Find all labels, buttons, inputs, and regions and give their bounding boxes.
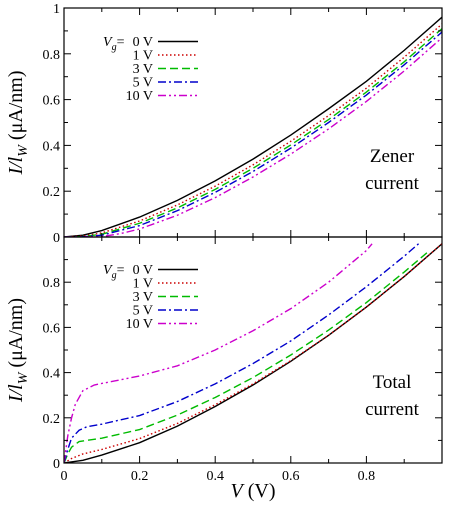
- legend-entry-label: 10 V: [126, 317, 153, 332]
- bottom-y-tick-label: 0.4: [43, 367, 61, 382]
- top-annotation-line: current: [365, 173, 420, 194]
- top-series-line-0: [64, 16, 442, 237]
- legend-title: Vg=: [103, 263, 125, 281]
- bottom-x-tick-label: 0.6: [282, 469, 300, 484]
- legend-entry-label: 3 V: [133, 62, 153, 77]
- bottom-series-line-0: [64, 243, 442, 463]
- bottom-x-tick-label: 0.4: [206, 469, 224, 484]
- bottom-series-line-3: [64, 243, 420, 463]
- top-y-tick-label: 0: [53, 231, 60, 246]
- bottom-x-tick-label: 0: [61, 469, 68, 484]
- top-legend: Vg= 0 V1 V3 V5 V10 V: [103, 35, 198, 104]
- top-y-tick-label: 0.6: [43, 94, 61, 109]
- top-y-axis-label: I/lW (μA/nm): [5, 70, 31, 175]
- bottom-series-line-1: [64, 243, 442, 463]
- top-y-tick-label: 1: [53, 2, 60, 17]
- top-series-line-1: [64, 23, 442, 237]
- top-series-line-4: [64, 37, 442, 237]
- legend-entry-label: 1 V: [133, 49, 153, 64]
- top-y-tick-label: 0.4: [43, 139, 61, 154]
- bottom-legend: Vg= 0 V1 V3 V5 V10 V: [103, 263, 198, 332]
- legend-entry-label: 5 V: [133, 304, 153, 319]
- bottom-annotation-line: Total: [373, 372, 412, 393]
- legend-entry-label: 10 V: [126, 89, 153, 104]
- top-y-tick-label: 0.2: [43, 185, 61, 200]
- legend-entry-label: 1 V: [133, 277, 153, 292]
- top-y-tick-label: 0.8: [43, 48, 61, 63]
- bottom-y-axis-label: I/lW (μA/nm): [5, 298, 31, 403]
- x-axis-label: V (V): [231, 480, 276, 502]
- top-panel: 0 0.2 0.4 0.6 0.8 1 I/lW (μA/nm) Zener current Vg…: [5, 2, 443, 246]
- bottom-annotation-line: current: [365, 399, 420, 420]
- legend-title: Vg=: [103, 35, 125, 53]
- bottom-x-tick-label: 0.2: [131, 469, 149, 484]
- bottom-x-tick-label: 0.8: [358, 469, 376, 484]
- bottom-y-tick-label: 0.8: [43, 276, 61, 291]
- legend-entry-label: 3 V: [133, 290, 153, 305]
- bottom-y-tick-label: 0: [53, 457, 60, 472]
- top-series-line-3: [64, 31, 442, 237]
- legend-entry-label: 5 V: [133, 76, 153, 91]
- bottom-series-line-4: [64, 243, 373, 463]
- top-annotation-line: Zener: [370, 146, 415, 167]
- legend-entry-label: 0 V: [133, 35, 153, 50]
- bottom-panel: 0 0.2 0.4 0.6 0.8 0 0.2 0.4 0.6 0.8 I/lW (μA/nm) V …: [5, 236, 443, 502]
- bottom-series-line-2: [64, 252, 428, 463]
- bottom-y-tick-label: 0.6: [43, 321, 61, 336]
- legend-entry-label: 0 V: [133, 263, 153, 278]
- top-series-line-2: [64, 28, 442, 237]
- bottom-y-tick-label: 0.2: [43, 412, 61, 427]
